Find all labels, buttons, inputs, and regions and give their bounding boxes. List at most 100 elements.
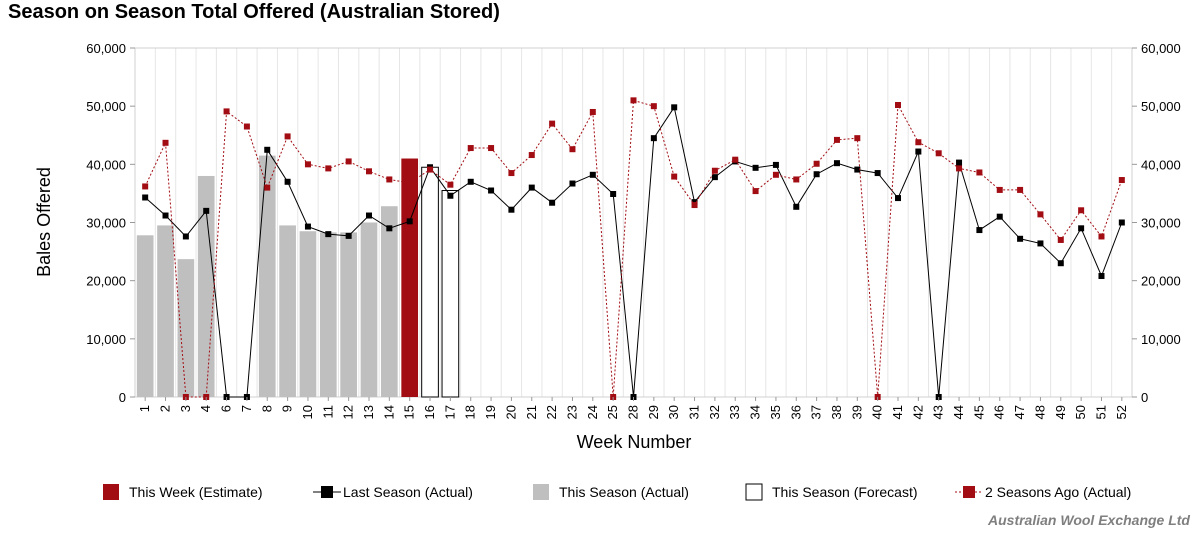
series-marker [488,187,495,194]
series-marker [447,192,454,199]
x-tick-label: 48 [1032,405,1047,419]
series-marker [833,160,840,167]
series-marker [508,206,515,213]
x-tick-label: 51 [1093,405,1108,419]
x-tick-label: 22 [544,405,559,419]
y-tick-label-right: 60,000 [1141,41,1181,56]
series-marker [243,123,250,130]
bar [279,225,296,397]
x-tick-label: 43 [931,405,946,419]
y-tick-label-right: 30,000 [1141,216,1181,231]
x-tick-label: 20 [503,405,518,419]
series-marker [813,171,820,178]
series-marker [996,213,1003,220]
series-marker [203,207,210,214]
series-marker [345,158,352,165]
x-tick-label: 30 [666,405,681,419]
y-tick-label-right: 50,000 [1141,99,1181,114]
series-marker [650,103,657,110]
bar [258,155,276,397]
series-marker [772,171,779,178]
bar [157,225,174,397]
series-marker [447,181,454,188]
series-marker [528,184,535,191]
x-tick-label: 1 [137,405,152,412]
x-tick-label: 49 [1053,405,1068,419]
series-marker [671,173,678,180]
series-marker [1057,236,1064,243]
x-tick-label: 14 [381,405,396,419]
bars [136,155,460,398]
series-marker [1078,225,1085,232]
series-marker [996,186,1003,193]
series-marker [956,159,963,166]
legend-label: Last Season (Actual) [343,484,473,500]
bar [441,190,460,398]
series-marker [1098,233,1105,240]
x-tick-label: 8 [259,405,274,412]
y-tick-label-left: 50,000 [86,99,126,114]
series-marker [142,183,149,190]
lines [142,97,1125,400]
x-tick-label: 41 [890,405,905,419]
series-marker [589,108,596,115]
bar [136,235,154,397]
series-marker [1017,186,1024,193]
x-tick-label: 46 [992,405,1007,419]
series-marker [406,218,413,225]
series-marker [1017,235,1024,242]
series-marker [488,145,495,152]
legend: This Week (Estimate) Last Season (Actual)… [103,483,1131,501]
series-marker [854,166,861,173]
series-marker [935,150,942,157]
y-tick-label-left: 40,000 [86,157,126,172]
legend-marker [963,486,975,498]
x-tick-label: 29 [646,405,661,419]
x-tick-label: 2 [158,405,173,412]
bar [319,232,337,397]
x-tick-label: 42 [910,405,925,419]
x-tick-label: 35 [768,405,783,419]
series-marker [365,168,372,175]
series-marker [752,164,759,171]
legend-swatch [745,483,763,501]
x-tick-label: 45 [971,405,986,419]
series-marker [956,165,963,172]
x-tick-label: 15 [402,405,417,419]
series-marker [386,225,393,232]
x-tick-label: 25 [605,405,620,419]
x-tick-label: 33 [727,405,742,419]
x-tick-label: 52 [1114,405,1129,419]
chart-title: Season on Season Total Offered (Australi… [8,1,500,23]
legend-label: 2 Seasons Ago (Actual) [985,484,1131,500]
series-marker [264,184,271,191]
series-marker [1098,273,1105,280]
series-marker [406,179,413,186]
x-tick-label: 18 [463,405,478,419]
series-marker [650,135,657,142]
x-tick-label: 4 [198,405,213,412]
series-marker [549,199,556,206]
series-marker [508,170,515,177]
series-marker [895,102,902,109]
y-tick-label-left: 60,000 [86,41,126,56]
series-marker [1057,260,1064,267]
series-marker [793,203,800,210]
series-marker [427,166,434,173]
legend-label: This Week (Estimate) [129,484,263,500]
series-marker [569,180,576,187]
series-marker [264,146,271,153]
bar [340,232,357,397]
series-marker [162,212,169,219]
series-marker [589,171,596,178]
x-tick-label: 44 [951,405,966,419]
y-tick-label-right: 0 [1141,390,1148,405]
series-marker [630,97,637,104]
y-tick-label-right: 20,000 [1141,274,1181,289]
y-tick-label-left: 30,000 [86,216,126,231]
bar [197,175,215,397]
x-tick-label: 24 [585,405,600,419]
series-marker [549,120,556,127]
bar [380,206,398,397]
